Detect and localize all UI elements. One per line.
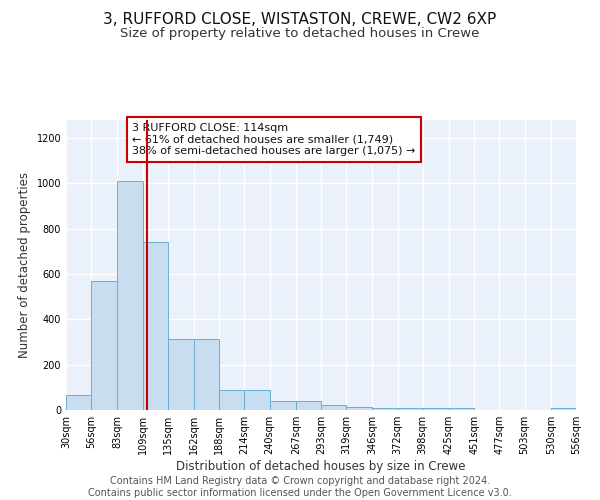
Text: Contains HM Land Registry data © Crown copyright and database right 2024.
Contai: Contains HM Land Registry data © Crown c… (88, 476, 512, 498)
Bar (346, 406, 373, 410)
Bar (321, 406, 346, 410)
Text: Size of property relative to detached houses in Crewe: Size of property relative to detached ho… (121, 28, 479, 40)
Bar (219, 390, 244, 410)
Bar (66, 396, 91, 410)
Bar (143, 242, 168, 410)
Bar (449, 408, 474, 410)
Bar (373, 408, 398, 410)
Text: 3, RUFFORD CLOSE, WISTASTON, CREWE, CW2 6XP: 3, RUFFORD CLOSE, WISTASTON, CREWE, CW2 … (103, 12, 497, 28)
Bar (296, 401, 321, 410)
X-axis label: Distribution of detached houses by size in Crewe: Distribution of detached houses by size … (176, 460, 466, 473)
Y-axis label: Number of detached properties: Number of detached properties (18, 172, 31, 358)
Bar (398, 408, 423, 410)
Bar (91, 281, 118, 410)
Bar (168, 338, 194, 410)
Bar (269, 401, 296, 410)
Bar (118, 181, 143, 410)
Bar (244, 390, 269, 410)
Bar (423, 408, 449, 410)
Bar (551, 408, 576, 410)
Text: 3 RUFFORD CLOSE: 114sqm
← 61% of detached houses are smaller (1,749)
38% of semi: 3 RUFFORD CLOSE: 114sqm ← 61% of detache… (133, 123, 416, 156)
Bar (194, 338, 219, 410)
